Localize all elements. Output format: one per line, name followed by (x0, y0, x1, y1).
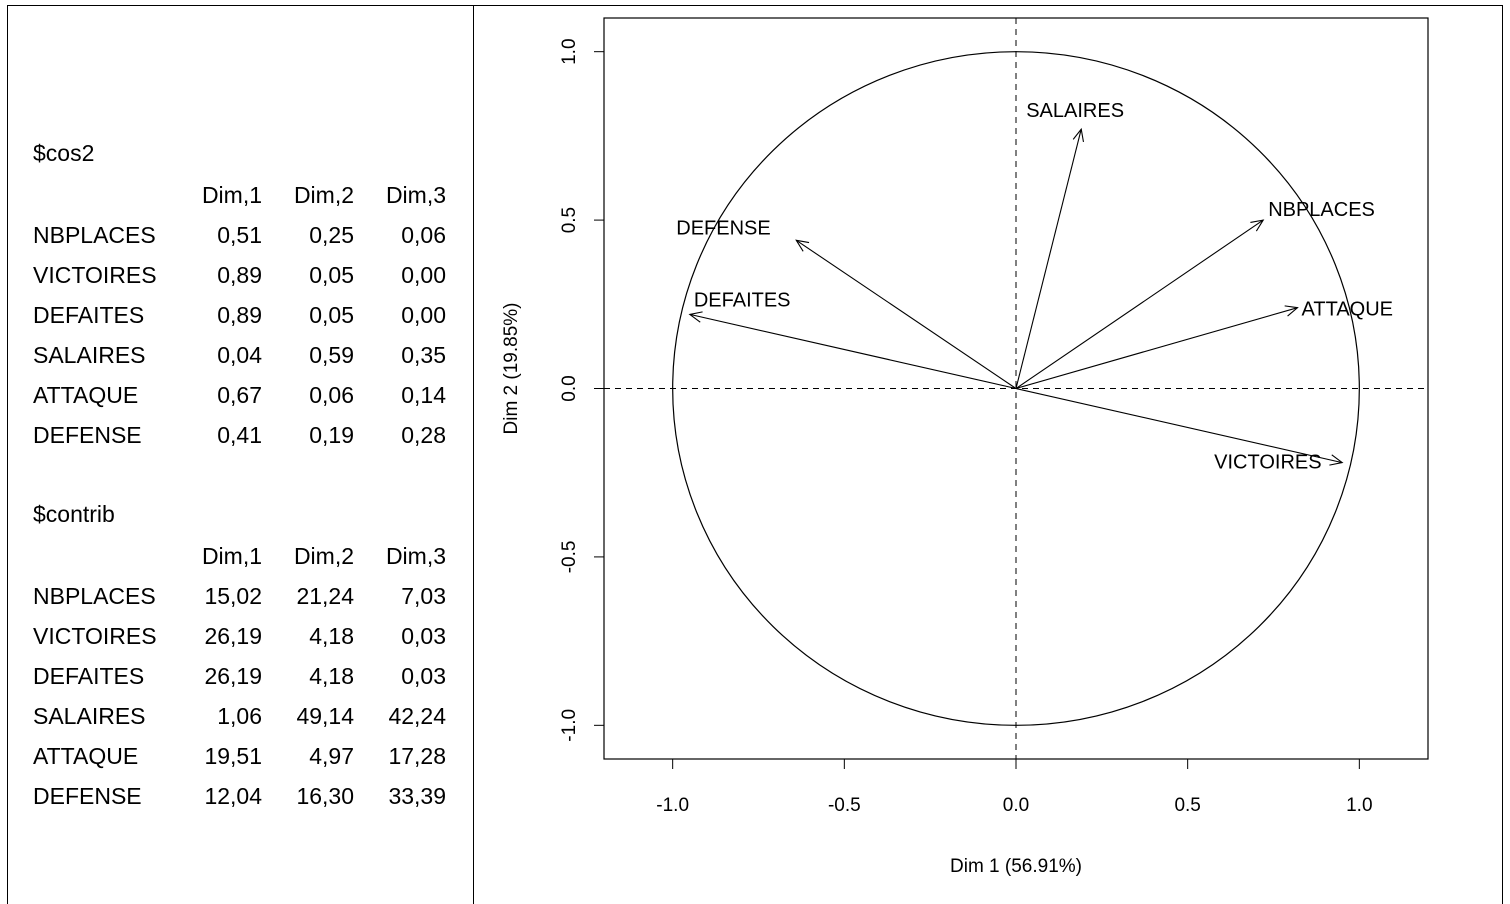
x-tick-label: -0.5 (828, 795, 861, 816)
x-tick-label: -1.0 (656, 795, 689, 816)
y-tick-label: -1.0 (559, 709, 580, 742)
y-tick-label: -0.5 (559, 541, 580, 574)
y-axis-title: Dim 2 (19.85%) (501, 303, 522, 435)
y-tick-label: 1.0 (559, 38, 580, 64)
vector-attaque (1016, 308, 1298, 389)
vector-label-defaites: DEFAITES (694, 289, 791, 311)
x-tick-label: 1.0 (1346, 795, 1372, 816)
vector-label-nbplaces: NBPLACES (1268, 199, 1375, 221)
vector-label-defense: DEFENSE (676, 217, 770, 239)
y-tick-label: 0.0 (559, 375, 580, 401)
x-tick-label: 0.5 (1174, 795, 1200, 816)
y-tick-label: 0.5 (559, 207, 580, 233)
x-tick-label: 0.0 (1003, 795, 1029, 816)
vector-defense (796, 240, 1016, 388)
vector-label-attaque: ATTAQUE (1302, 299, 1393, 321)
vector-nbplaces (1016, 220, 1263, 388)
x-axis-title: Dim 1 (56.91%) (950, 856, 1082, 877)
vector-defaites (690, 314, 1016, 388)
vector-label-victoires: VICTOIRES (1214, 452, 1321, 474)
vector-salaires (1016, 129, 1081, 388)
vector-label-salaires: SALAIRES (1026, 100, 1124, 122)
